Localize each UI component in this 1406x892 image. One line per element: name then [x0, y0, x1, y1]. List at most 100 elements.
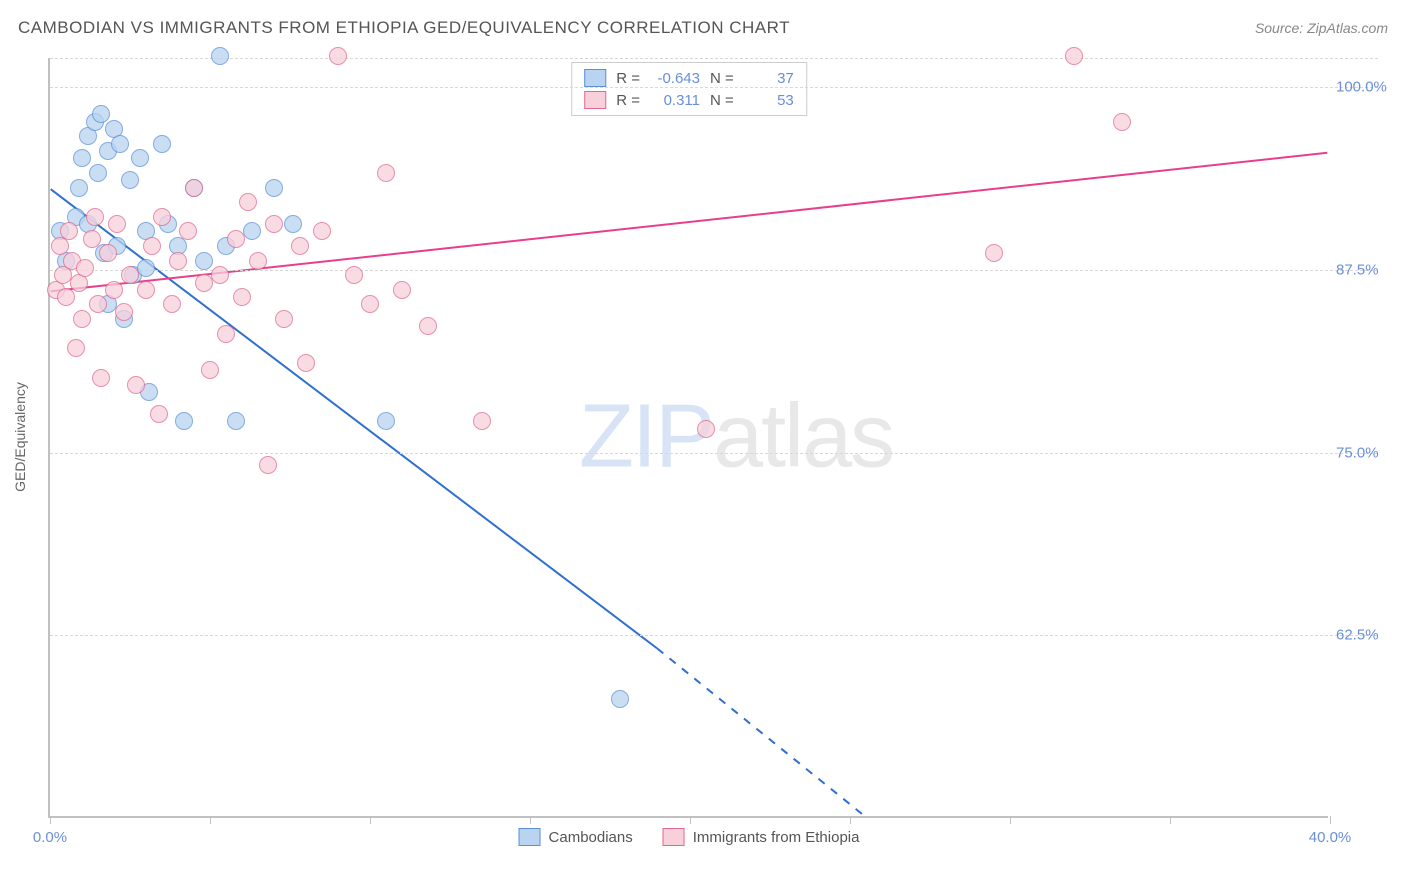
- data-point: [179, 222, 197, 240]
- data-point: [243, 222, 261, 240]
- chart-header: CAMBODIAN VS IMMIGRANTS FROM ETHIOPIA GE…: [18, 18, 1388, 38]
- data-point: [249, 252, 267, 270]
- data-point: [377, 412, 395, 430]
- trend-lines: [50, 58, 1328, 816]
- y-tick-label: 100.0%: [1336, 79, 1396, 96]
- data-point: [150, 405, 168, 423]
- correlation-legend: R = -0.643 N = 37 R = 0.311 N = 53: [571, 62, 807, 116]
- legend-swatch-0: [584, 69, 606, 87]
- r-label: R =: [616, 70, 640, 87]
- data-point: [83, 230, 101, 248]
- data-point: [239, 193, 257, 211]
- data-point: [143, 237, 161, 255]
- data-point: [99, 244, 117, 262]
- gridline: [50, 58, 1378, 59]
- data-point: [89, 295, 107, 313]
- data-point: [291, 237, 309, 255]
- watermark: ZIPatlas: [579, 386, 893, 489]
- data-point: [73, 149, 91, 167]
- legend-row-series-1: R = 0.311 N = 53: [584, 89, 794, 111]
- source-name: ZipAtlas.com: [1307, 20, 1388, 36]
- data-point: [121, 171, 139, 189]
- legend-item-1: Immigrants from Ethiopia: [663, 828, 860, 846]
- data-point: [115, 303, 133, 321]
- data-point: [127, 376, 145, 394]
- data-point: [92, 105, 110, 123]
- data-point: [227, 412, 245, 430]
- data-point: [185, 179, 203, 197]
- data-point: [163, 295, 181, 313]
- x-tick: [1330, 816, 1331, 824]
- legend-label-1: Immigrants from Ethiopia: [693, 829, 860, 846]
- data-point: [1113, 113, 1131, 131]
- data-point: [259, 456, 277, 474]
- data-point: [153, 135, 171, 153]
- data-point: [345, 266, 363, 284]
- data-point: [697, 420, 715, 438]
- data-point: [297, 354, 315, 372]
- data-point: [284, 215, 302, 233]
- data-point: [377, 164, 395, 182]
- x-tick: [1170, 816, 1171, 824]
- data-point: [985, 244, 1003, 262]
- gridline: [50, 453, 1378, 454]
- data-point: [313, 222, 331, 240]
- data-point: [329, 47, 347, 65]
- r-value-0: -0.643: [650, 70, 700, 87]
- data-point: [137, 281, 155, 299]
- data-point: [217, 325, 235, 343]
- x-tick-label: 0.0%: [33, 829, 67, 846]
- data-point: [211, 47, 229, 65]
- gridline: [50, 635, 1378, 636]
- data-point: [195, 252, 213, 270]
- r-label: R =: [616, 92, 640, 109]
- gridline: [50, 87, 1378, 88]
- legend-row-series-0: R = -0.643 N = 37: [584, 67, 794, 89]
- source-attribution: Source: ZipAtlas.com: [1255, 20, 1388, 38]
- data-point: [211, 266, 229, 284]
- y-tick-label: 62.5%: [1336, 627, 1396, 644]
- x-tick: [530, 816, 531, 824]
- data-point: [105, 281, 123, 299]
- data-point: [473, 412, 491, 430]
- data-point: [265, 179, 283, 197]
- x-tick: [850, 816, 851, 824]
- data-point: [70, 179, 88, 197]
- chart-title: CAMBODIAN VS IMMIGRANTS FROM ETHIOPIA GE…: [18, 18, 790, 38]
- r-value-1: 0.311: [650, 92, 700, 109]
- watermark-zip: ZIP: [579, 387, 713, 487]
- data-point: [73, 310, 91, 328]
- source-prefix: Source:: [1255, 20, 1307, 36]
- data-point: [361, 295, 379, 313]
- data-point: [86, 208, 104, 226]
- data-point: [57, 288, 75, 306]
- gridline: [50, 270, 1378, 271]
- legend-swatch-1: [584, 91, 606, 109]
- y-tick-label: 75.0%: [1336, 444, 1396, 461]
- x-tick: [370, 816, 371, 824]
- data-point: [131, 149, 149, 167]
- n-value-0: 37: [744, 70, 794, 87]
- legend-item-0: Cambodians: [519, 828, 633, 846]
- x-tick: [50, 816, 51, 824]
- y-tick-label: 87.5%: [1336, 261, 1396, 278]
- x-tick-label: 40.0%: [1309, 829, 1352, 846]
- legend-label-0: Cambodians: [549, 829, 633, 846]
- data-point: [233, 288, 251, 306]
- n-label: N =: [710, 92, 734, 109]
- data-point: [121, 266, 139, 284]
- y-axis-title: GED/Equivalency: [12, 382, 28, 492]
- data-point: [201, 361, 219, 379]
- data-point: [393, 281, 411, 299]
- data-point: [153, 208, 171, 226]
- legend-swatch-1b: [663, 828, 685, 846]
- data-point: [89, 164, 107, 182]
- data-point: [111, 135, 129, 153]
- data-point: [67, 339, 85, 357]
- data-point: [137, 259, 155, 277]
- data-point: [275, 310, 293, 328]
- data-point: [175, 412, 193, 430]
- data-point: [108, 215, 126, 233]
- scatter-chart: GED/Equivalency ZIPatlas R = -0.643 N = …: [48, 58, 1328, 818]
- data-point: [419, 317, 437, 335]
